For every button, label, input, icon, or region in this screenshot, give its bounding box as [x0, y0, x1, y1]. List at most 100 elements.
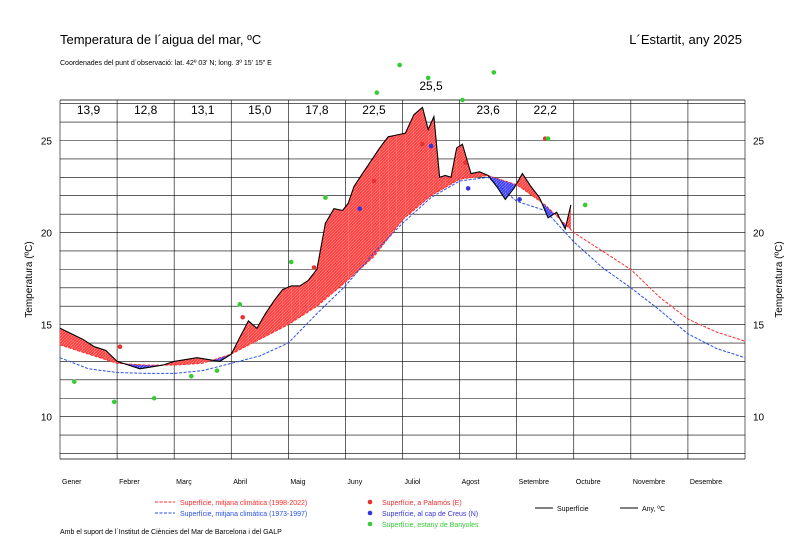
banyoles-point: [288, 259, 294, 265]
legend-label-palamos: Superfície, a Palamós (E): [382, 500, 462, 507]
y-tick-label-left: 15: [41, 321, 53, 332]
legend-label-banyoles: Superfície, estany de Banyoles: [382, 522, 479, 529]
palamos-point: [420, 141, 425, 147]
anomaly-fill-above: [362, 160, 372, 267]
month-label: Desembre: [690, 479, 722, 486]
banyoles-point: [237, 302, 243, 307]
banyoles-point: [323, 195, 328, 200]
climatology-1998-2022-line: [59, 174, 746, 366]
anomaly-fill-above: [342, 203, 349, 285]
banyoles-point: [460, 97, 465, 103]
coordinates-note: Coordenades del punt d´observació: lat. …: [60, 60, 272, 67]
month-label: Març: [176, 479, 192, 486]
anomaly-fill-above: [396, 133, 406, 228]
monthly-mean-label: 23,6: [476, 103, 500, 117]
banyoles-point: [151, 395, 157, 401]
legend-label-year: Any, ºC: [642, 506, 665, 513]
cap-creus-point: [428, 143, 434, 149]
month-label: Maig: [290, 479, 305, 486]
monthly-mean-label: 22,2: [534, 103, 558, 117]
monthly-mean-label: 15,0: [248, 103, 272, 117]
month-label: Novembre: [633, 479, 665, 486]
anomaly-fill-above: [316, 223, 326, 307]
legend-swatch-banyoles: [367, 521, 373, 527]
anomaly-fill-above: [379, 136, 389, 250]
anomaly-fill-above: [422, 107, 429, 203]
anomaly-fill-above: [428, 116, 434, 199]
y-tick-label-left: 10: [41, 413, 53, 424]
year-2025-line: [59, 106, 572, 370]
location-year: L´Estartit, any 2025: [629, 32, 742, 47]
palamos-point: [311, 265, 317, 270]
anomaly-fill-above: [413, 107, 423, 211]
anomaly-fill-above: [308, 269, 317, 312]
anomaly-fill-above: [456, 144, 463, 181]
banyoles-point: [545, 136, 551, 141]
anomaly-fill-above: [353, 173, 363, 275]
anomaly-fill-above: [239, 320, 249, 350]
anomaly-fill-above: [282, 285, 292, 328]
monthly-mean-label: 12,8: [134, 103, 158, 117]
monthly-mean-label: 17,8: [305, 103, 329, 117]
anomaly-fill-above: [371, 147, 380, 260]
month-label: Gener: [62, 479, 82, 486]
anomaly-fill-above: [334, 208, 343, 292]
anomaly-fill-above: [325, 208, 334, 300]
anomaly-fill-above: [274, 289, 283, 332]
anomaly-fill-above: [60, 328, 72, 349]
anomaly-fill-above: [348, 186, 354, 280]
legend-label-surface: Superfície: [557, 506, 589, 513]
monthly-mean-label: 13,1: [191, 103, 215, 117]
monthly-mean-label: 22,5: [362, 103, 386, 117]
month-label: Juliol: [405, 479, 421, 486]
anomaly-fill-below: [505, 181, 514, 200]
anomaly-fill-above: [405, 114, 414, 218]
monthly-mean-label: 25,5: [419, 79, 443, 93]
footer-credit: Amb el suport de l´Institut de Ciències …: [60, 529, 282, 536]
chart-title: Temperatura de l´aigua del mar, ºC: [60, 32, 262, 47]
y-tick-label-right: 20: [753, 229, 765, 240]
cap-creus-point: [517, 197, 522, 202]
banyoles-point: [188, 373, 194, 379]
anomaly-fill-below: [548, 207, 555, 218]
legend-swatch-cap-creus: [367, 510, 373, 516]
banyoles-point: [397, 62, 402, 68]
banyoles-point: [214, 368, 220, 373]
y-tick-label-left: 20: [41, 229, 53, 240]
cap-creus-point: [465, 186, 471, 191]
banyoles-point: [425, 75, 431, 81]
banyoles-point: [71, 379, 77, 384]
palamos-point: [371, 178, 377, 184]
month-label: Febrer: [119, 479, 140, 486]
palamos-point: [117, 344, 123, 349]
legend-swatch-palamos: [367, 499, 373, 505]
palamos-point: [462, 160, 468, 165]
anomaly-fill-below: [496, 178, 506, 200]
anomaly-fill-above: [522, 173, 531, 195]
legend-label-climatology-old: Superfície, mitjana climàtica (1973-1997…: [180, 511, 307, 518]
y-tick-label-right: 25: [753, 137, 765, 148]
banyoles-point: [111, 399, 117, 405]
anomaly-fill-above: [265, 300, 275, 337]
legend-label-cap-creus: Superfície, al cap de Creus (N): [382, 511, 478, 518]
anomaly-fill-above: [299, 280, 309, 318]
banyoles-point: [491, 70, 497, 75]
month-label: Setembre: [519, 479, 549, 486]
y-axis-label-left: Temperatura (ºC): [24, 241, 35, 317]
anomaly-fill-above: [82, 339, 95, 356]
banyoles-point: [374, 90, 380, 95]
anomaly-fill-above: [291, 285, 300, 323]
anomaly-fill-above: [439, 175, 446, 191]
y-tick-label-right: 10: [753, 413, 765, 424]
anomaly-fill-above: [256, 313, 266, 341]
month-label: Abril: [233, 479, 247, 486]
y-tick-label-left: 25: [41, 137, 53, 148]
month-label: Juny: [347, 479, 362, 486]
anomaly-fill-above: [388, 134, 397, 239]
month-label: Octubre: [576, 479, 601, 486]
cap-creus-point: [357, 206, 362, 211]
climatology-1973-1997-line: [59, 176, 746, 374]
banyoles-point: [582, 202, 588, 208]
legend-label-climatology-recent: Superfície, mitjana climàtica (1998-2022…: [180, 500, 307, 507]
